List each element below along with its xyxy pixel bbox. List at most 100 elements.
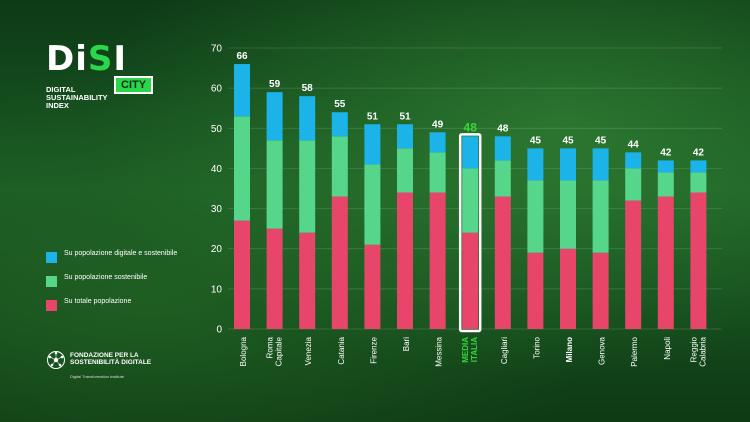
x-tick-label-line: Venezia xyxy=(304,336,313,365)
bar-digital-sustainable-segment xyxy=(494,136,511,161)
x-tick-label: MEDIAITALIA xyxy=(461,337,479,363)
foundation-tagline: Digital Transformation Institute xyxy=(70,374,125,379)
bar-digital-sustainable-segment xyxy=(299,96,316,141)
x-tick-label: Genova xyxy=(598,336,607,365)
foundation-network-icon xyxy=(47,351,65,369)
legend-swatch xyxy=(46,276,57,287)
legend-swatch xyxy=(46,252,57,263)
bar-total-label: 48 xyxy=(497,123,509,134)
bar-total-label: 44 xyxy=(628,139,640,150)
bar-total-label: 55 xyxy=(334,99,346,110)
x-tick-label: Palermo xyxy=(630,336,639,366)
bar-digital-sustainable-segment xyxy=(527,148,544,181)
x-tick-label: Venezia xyxy=(304,336,313,365)
y-tick-label: 70 xyxy=(211,44,223,55)
bar-sustainable-segment xyxy=(625,168,642,201)
x-tick-label-line: Napoli xyxy=(663,337,672,360)
x-tick-label: ReggioCalabria xyxy=(689,336,707,366)
bar-sustainable-segment xyxy=(690,172,707,193)
x-tick-label: Milano xyxy=(565,337,574,362)
foundation-name: FONDAZIONE PER LA SOSTENIBILITÀ DIGITALE xyxy=(70,352,152,366)
bar-sustainable-segment xyxy=(331,136,348,197)
bar-total-segment xyxy=(331,196,348,329)
x-tick-label-line: ITALIA xyxy=(470,337,479,362)
bar-total-segment xyxy=(266,228,283,329)
bar-total-segment xyxy=(364,244,381,329)
bar-digital-sustainable-segment xyxy=(657,160,674,173)
bar-digital-sustainable-segment xyxy=(592,148,609,181)
x-tick-label-line: Messina xyxy=(435,336,444,366)
bar-total-label: 59 xyxy=(269,79,281,90)
bar-sustainable-segment xyxy=(364,164,381,245)
logo-subtitle: DIGITAL SUSTAINABILITY INDEX xyxy=(46,85,108,110)
bar-sustainable-segment xyxy=(657,172,674,197)
bar-total-segment xyxy=(560,248,576,329)
bar-total-label: 45 xyxy=(595,135,607,146)
legend-label: Su popolazione digitale e sostenibile xyxy=(64,250,178,257)
bar-total-segment xyxy=(462,232,479,329)
bar-total-label: 58 xyxy=(302,83,314,94)
chart-legend: Su popolazione digitale e sostenibile Su… xyxy=(46,250,196,322)
bar-digital-sustainable-segment xyxy=(266,92,283,141)
x-tick-label-line: Firenze xyxy=(369,336,378,363)
y-tick-label: 0 xyxy=(216,325,222,336)
bar-sustainable-segment xyxy=(429,152,446,193)
x-tick-label-line: Reggio xyxy=(689,336,698,362)
x-tick-label-line: Catania xyxy=(337,336,346,364)
x-tick-label-line: Milano xyxy=(565,337,574,362)
bar-digital-sustainable-segment xyxy=(234,64,250,117)
highlight-outline xyxy=(458,133,482,333)
bar-digital-sustainable-segment xyxy=(625,152,642,169)
bar-sustainable-segment xyxy=(592,180,609,253)
bar-digital-sustainable-segment xyxy=(429,132,446,153)
bar-sustainable-segment xyxy=(299,140,316,233)
x-tick-label: Napoli xyxy=(663,337,672,360)
x-tick-label: Bologna xyxy=(239,336,248,366)
bar-total-segment xyxy=(592,252,609,329)
y-tick-label: 40 xyxy=(211,164,223,175)
bar-sustainable-segment xyxy=(266,140,283,229)
disi-city-logo: DiSI CITY DIGITAL SUSTAINABILITY INDEX xyxy=(46,42,154,110)
bar-total-label: 42 xyxy=(693,147,705,158)
bar-total-segment xyxy=(657,196,674,329)
bar-digital-sustainable-segment xyxy=(331,112,348,137)
legend-item-total: Su totale popolazione xyxy=(46,298,196,320)
bar-total-label: 45 xyxy=(562,135,574,146)
y-tick-label: 20 xyxy=(211,244,223,255)
logo-text-di: Di xyxy=(46,39,88,79)
bar-digital-sustainable-segment xyxy=(690,160,707,173)
bar-total-segment xyxy=(690,192,707,329)
logo-text-s: S xyxy=(87,39,114,79)
bar-total-segment xyxy=(299,232,316,329)
bar-total-segment xyxy=(527,252,544,329)
x-tick-label-line: Palermo xyxy=(630,336,639,366)
bar-sustainable-segment xyxy=(494,160,511,197)
x-tick-label-line: Roma xyxy=(266,336,275,358)
y-tick-label: 10 xyxy=(211,284,223,295)
legend-item-sustainable: Su popolazione sostenibile xyxy=(46,274,196,296)
x-tick-label-line: Capitale xyxy=(275,336,284,366)
x-tick-label: Torino xyxy=(532,336,541,358)
logo-city-badge: CITY xyxy=(114,76,154,94)
bar-digital-sustainable-segment xyxy=(462,136,479,169)
bar-total-segment xyxy=(429,192,446,329)
bar-digital-sustainable-segment xyxy=(364,124,381,165)
bar-total-label: 42 xyxy=(660,147,672,158)
legend-label: Su totale popolazione xyxy=(64,298,132,305)
x-tick-label: Catania xyxy=(337,336,346,364)
x-tick-label: Bari xyxy=(402,337,411,351)
bar-total-label: 51 xyxy=(399,111,411,122)
x-tick-label: Messina xyxy=(435,336,444,366)
bar-sustainable-segment xyxy=(527,180,544,253)
x-tick-label-line: Bologna xyxy=(239,336,248,366)
logo-wordmark: DiSI xyxy=(46,42,127,76)
legend-label: Su popolazione sostenibile xyxy=(64,274,148,281)
x-tick-label-line: Torino xyxy=(532,336,541,358)
legend-item-digital-sustainable: Su popolazione digitale e sostenibile xyxy=(46,250,196,272)
x-tick-label: Firenze xyxy=(369,336,378,363)
x-tick-label: RomaCapitale xyxy=(266,336,284,366)
x-tick-label-line: Bari xyxy=(402,337,411,351)
bar-total-segment xyxy=(494,196,511,329)
y-tick-label: 60 xyxy=(211,84,223,95)
